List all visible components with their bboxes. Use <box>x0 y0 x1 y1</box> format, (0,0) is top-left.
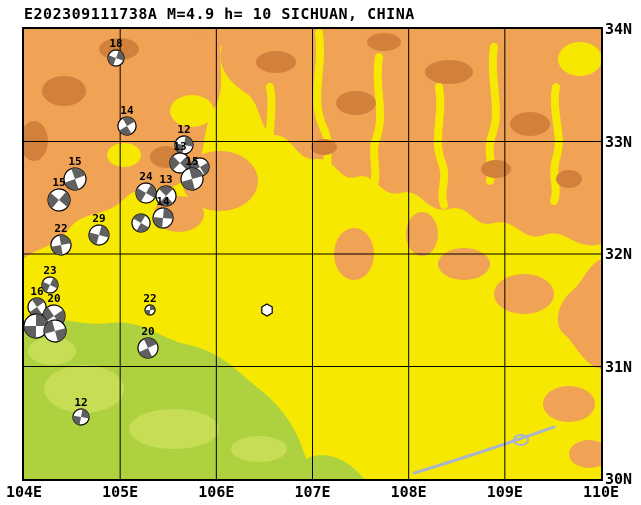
lat-label: 31N <box>605 357 633 376</box>
focal-mechanism-label: 22 <box>143 292 156 305</box>
focal-mechanism-label: 16 <box>30 285 44 298</box>
focal-mechanism <box>174 135 194 155</box>
focal-mechanism-label: 15 <box>52 176 65 189</box>
focal-mechanism <box>144 304 156 316</box>
terrain-peaks <box>24 33 582 188</box>
focal-mechanism <box>180 167 204 191</box>
focal-mechanism-label: 12 <box>74 396 87 409</box>
focal-mechanism <box>131 213 151 233</box>
terrain-basin <box>24 318 364 479</box>
river <box>412 425 556 475</box>
focal-mechanism <box>117 116 137 136</box>
lon-label: 104E <box>5 483 43 501</box>
focal-mechanism-label: 14 <box>120 104 134 117</box>
lat-label: 32N <box>605 245 633 263</box>
focal-mechanism-label: 23 <box>43 264 56 277</box>
focal-mechanism-label: 29 <box>92 212 105 225</box>
focal-mechanism <box>27 297 47 317</box>
event-marker-layer <box>261 303 273 317</box>
focal-mechanism-label: 14 <box>156 195 170 208</box>
focal-mechanism <box>63 167 87 191</box>
focal-mechanism-label: 12 <box>177 123 190 136</box>
lat-label: 30N <box>605 470 633 488</box>
focal-mechanism-label: 20 <box>141 325 154 338</box>
lon-label: 107E <box>294 483 331 501</box>
map-frame: 18 14 12 13 15 24 13 14 29 15 15 22 23 16 20 22 20 12 <box>22 27 603 481</box>
event-location-marker <box>261 303 273 317</box>
lat-label: 34N <box>605 20 633 38</box>
lon-label: 108E <box>390 483 427 501</box>
focal-mechanism-label: 15 <box>68 155 81 168</box>
focal-mechanism <box>88 224 110 246</box>
focal-mechanism <box>72 408 90 426</box>
lon-label: 110E <box>582 483 620 501</box>
lon-label: 109E <box>486 483 523 501</box>
focal-mechanism <box>135 182 157 204</box>
focal-mechanism <box>41 276 59 294</box>
focal-mechanism-label: 13 <box>159 173 172 186</box>
focal-mechanism <box>169 152 191 174</box>
event-title: E202309111738A M=4.9 h= 10 SICHUAN, CHIN… <box>24 5 415 23</box>
focal-mechanism <box>155 185 177 207</box>
focal-mechanism <box>107 49 125 67</box>
focal-mechanism-label: 18 <box>109 37 122 50</box>
focal-mechanism-label: 13 <box>173 140 186 153</box>
lat-label: 33N <box>605 132 633 151</box>
focal-mechanism-label: 20 <box>47 292 60 305</box>
focal-mechanism <box>50 234 72 256</box>
focal-mechanism <box>47 188 71 212</box>
lon-label: 105E <box>102 483 139 501</box>
graticule <box>24 29 601 479</box>
focal-mechanism <box>152 207 174 229</box>
lon-label: 106E <box>198 483 235 501</box>
focal-mechanism <box>43 319 67 343</box>
focal-mechanism <box>137 337 159 359</box>
focal-mechanism-label: 15 <box>185 155 198 168</box>
focal-mechanism-label: 24 <box>139 170 153 183</box>
focal-mechanism-label: 22 <box>54 222 67 235</box>
